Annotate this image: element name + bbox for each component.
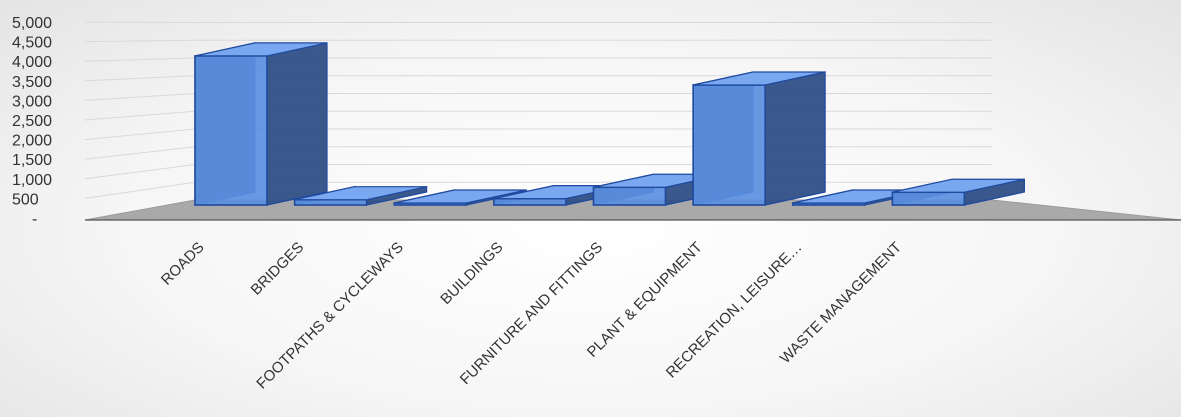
bar-depth — [266, 42, 328, 206]
y-tick-label: 1,500 — [12, 152, 52, 169]
bar-front — [692, 84, 766, 206]
bar — [692, 71, 826, 206]
bar-top — [394, 189, 527, 204]
gridline — [84, 21, 992, 23]
bar-front — [493, 197, 567, 206]
bar — [194, 42, 328, 206]
bar-front — [891, 191, 966, 206]
y-tick-label: - — [32, 211, 37, 228]
y-tick-label: 3,000 — [12, 93, 52, 110]
bar-top — [692, 71, 826, 86]
y-tick-label: 4,500 — [12, 35, 52, 52]
bar — [293, 185, 428, 206]
x-tick-label: PLANT & EQUIPMENT — [584, 239, 706, 361]
gridline — [84, 39, 992, 43]
bar — [891, 178, 1025, 206]
bar-depth — [764, 71, 826, 206]
bar-front — [293, 198, 368, 206]
bar-front — [194, 55, 268, 206]
x-tick-label: BRIDGES — [248, 239, 308, 299]
bar-front — [592, 186, 667, 206]
bar-top — [294, 186, 427, 201]
bar-top — [194, 42, 328, 57]
x-tick-label: BUILDINGS — [437, 239, 506, 308]
y-tick-label: 5,000 — [12, 15, 52, 32]
y-tick-label: 500 — [12, 191, 39, 208]
y-axis-ticks: - 500 1,000 1,500 2,000 2,500 3,000 3,500 4,000 4… — [12, 15, 52, 228]
y-tick-label: 2,000 — [12, 133, 52, 150]
y-tick-label: 1,000 — [12, 172, 52, 189]
bar-top — [892, 178, 1025, 193]
y-tick-label: 2,500 — [12, 113, 52, 130]
bars — [194, 42, 1025, 206]
y-tick-label: 4,000 — [12, 54, 52, 71]
x-tick-label: ROADS — [158, 239, 208, 289]
y-tick-label: 3,500 — [12, 74, 52, 91]
